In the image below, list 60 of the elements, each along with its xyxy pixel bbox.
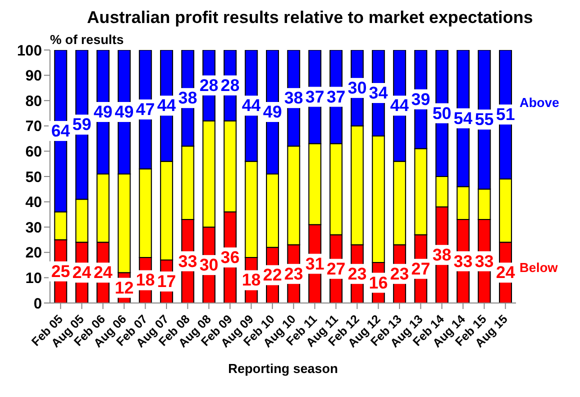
y-tick-label: 50: [25, 168, 42, 186]
y-tick-label: 40: [25, 194, 42, 212]
data-label: 33: [178, 252, 198, 271]
data-label: 49: [94, 102, 112, 122]
data-label: 49: [114, 102, 134, 122]
data-label: 25: [51, 262, 70, 281]
data-label: 27: [326, 259, 346, 278]
data-label: 12: [114, 278, 134, 298]
data-label: 37: [326, 87, 346, 106]
y-tick-label: 60: [25, 144, 42, 161]
data-label: 16: [368, 273, 388, 292]
data-label: 51: [496, 105, 515, 124]
y-tick-label: 20: [25, 244, 42, 262]
data-label: 24: [72, 263, 92, 282]
data-label: 36: [220, 248, 240, 267]
data-label: 38: [432, 245, 452, 264]
y-tick-label: 0: [34, 295, 42, 312]
data-label: 28: [199, 76, 218, 95]
data-label: 33: [474, 252, 494, 271]
y-tick-label: 80: [25, 92, 42, 110]
data-label: 44: [242, 96, 262, 116]
data-label: 22: [263, 266, 282, 285]
data-label: 38: [178, 88, 198, 108]
data-label: 49: [263, 102, 282, 122]
y-tick-label: 30: [25, 219, 42, 236]
data-label: 44: [157, 96, 177, 116]
data-label: 23: [390, 264, 410, 284]
data-label: 30: [348, 78, 367, 98]
data-label: 47: [136, 100, 155, 119]
data-label: 39: [411, 90, 430, 109]
data-label: 23: [284, 264, 304, 284]
chart-title: Australian profit results relative to market expectations: [86, 8, 534, 28]
y-tick-label: 10: [25, 270, 42, 288]
data-label: 24: [496, 263, 516, 282]
data-label: 54: [454, 108, 474, 128]
data-label: 30: [199, 256, 218, 275]
series-label: Below: [519, 260, 559, 276]
data-label: 18: [136, 270, 155, 290]
data-label: 64: [51, 121, 71, 140]
data-label: 28: [220, 76, 240, 95]
data-label: 44: [390, 96, 410, 116]
data-label: 33: [454, 252, 473, 271]
data-label: 27: [411, 259, 430, 278]
data-label: 37: [305, 87, 324, 106]
data-label: 17: [157, 272, 176, 291]
data-label: 23: [348, 264, 367, 284]
data-label: 24: [94, 263, 114, 282]
data-label: 59: [72, 115, 92, 134]
y-tick-label: 100: [16, 42, 42, 60]
y-tick-label: 90: [25, 68, 42, 85]
data-label: 18: [242, 270, 261, 290]
x-axis-title: Reporting season: [228, 361, 338, 376]
y-tick-label: 70: [25, 118, 42, 136]
data-label: 38: [284, 88, 304, 108]
data-label: 34: [368, 84, 388, 103]
y-axis-title: % of results: [50, 32, 124, 47]
data-label: 55: [474, 110, 494, 130]
data-label: 31: [305, 254, 324, 274]
series-label: Above: [519, 95, 560, 110]
data-label: 50: [432, 104, 452, 123]
